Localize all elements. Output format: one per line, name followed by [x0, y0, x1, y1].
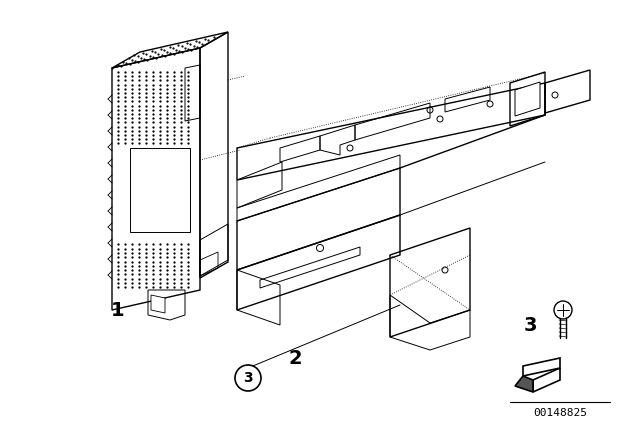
Polygon shape: [151, 295, 165, 313]
Polygon shape: [523, 358, 560, 376]
Circle shape: [235, 365, 261, 391]
Text: 00148825: 00148825: [533, 408, 587, 418]
Text: 3: 3: [243, 371, 253, 385]
Polygon shape: [515, 376, 533, 392]
Polygon shape: [130, 148, 190, 232]
Polygon shape: [533, 368, 560, 392]
Polygon shape: [515, 82, 540, 116]
Text: 3: 3: [524, 315, 537, 335]
Text: 2: 2: [288, 349, 302, 367]
Text: 1: 1: [111, 301, 125, 319]
